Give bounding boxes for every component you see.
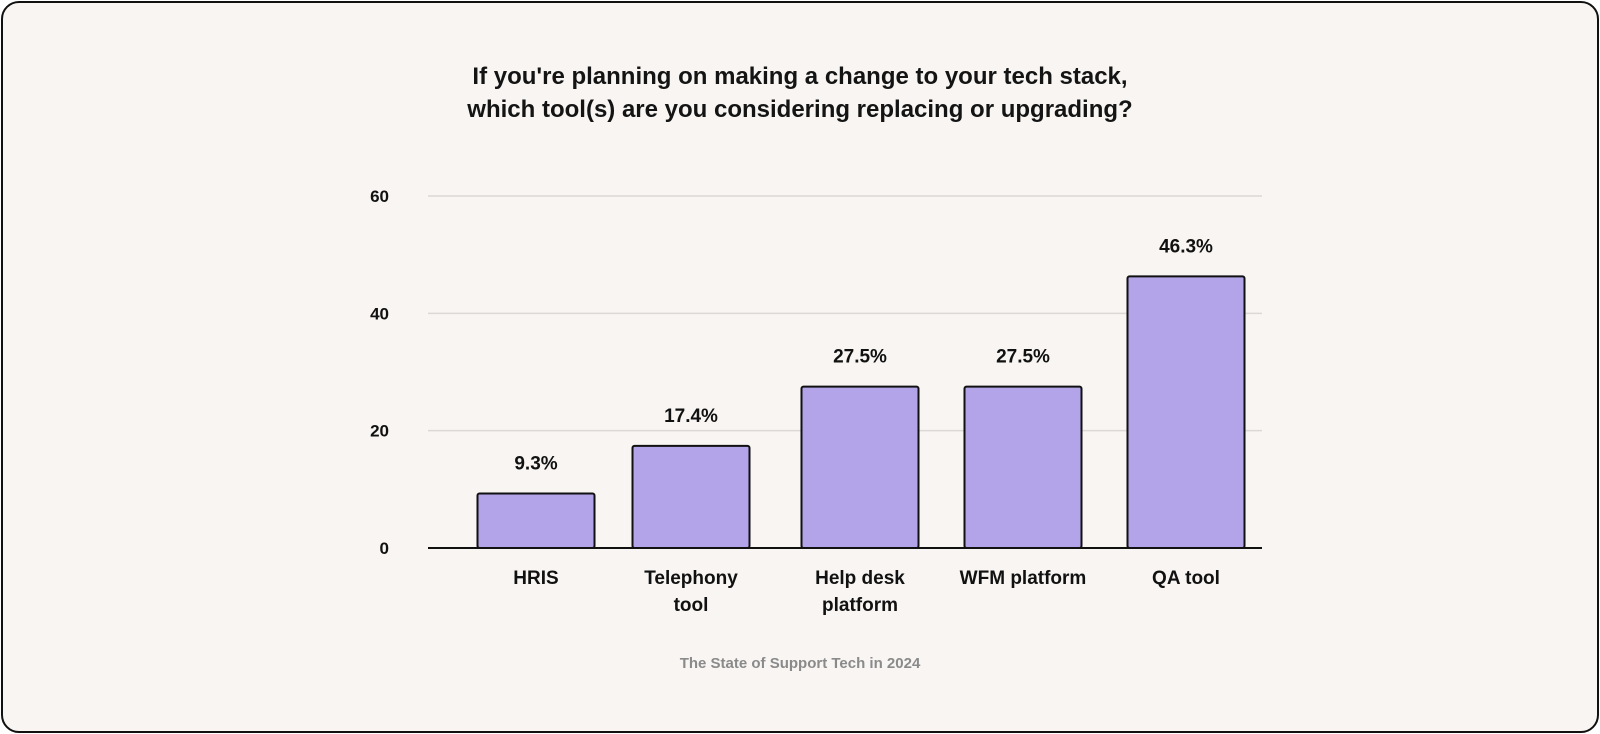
bar <box>1126 275 1246 549</box>
x-tick-label: HRIS <box>513 568 558 589</box>
y-tick-label: 60 <box>370 187 389 206</box>
chart-title-line-2: which tool(s) are you considering replac… <box>467 96 1133 123</box>
x-tick-label: QA tool <box>1152 568 1220 589</box>
x-tick-label: Help desk <box>815 568 905 589</box>
bar <box>631 444 751 550</box>
chart-title: If you're planning on making a change to… <box>0 60 1600 126</box>
bar <box>800 385 920 549</box>
data-label: 9.3% <box>514 453 557 474</box>
x-tick-label: tool <box>674 595 709 616</box>
data-label: 27.5% <box>833 347 887 368</box>
chart-title-line-1: If you're planning on making a change to… <box>472 63 1128 90</box>
x-tick-label: Telephony <box>644 568 738 589</box>
bar <box>476 492 596 550</box>
x-tick-label: platform <box>822 595 898 616</box>
source-caption: The State of Support Tech in 2024 <box>679 655 921 672</box>
bar <box>963 385 1083 549</box>
x-tick-label: WFM platform <box>960 568 1087 589</box>
y-tick-label: 0 <box>380 539 389 558</box>
data-label: 27.5% <box>996 347 1050 368</box>
data-label: 46.3% <box>1159 236 1213 257</box>
data-label: 17.4% <box>664 406 718 427</box>
y-tick-label: 40 <box>370 304 389 323</box>
y-tick-label: 20 <box>370 422 389 441</box>
